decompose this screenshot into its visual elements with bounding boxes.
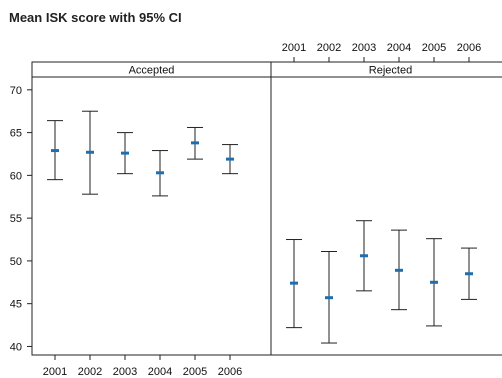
y-tick-label: 50 — [10, 256, 22, 268]
x-tick-label-top: 2001 — [282, 42, 306, 54]
x-tick-label-top: 2004 — [387, 42, 411, 54]
x-tick-label-bottom: 2003 — [113, 366, 137, 378]
y-tick-label: 45 — [10, 299, 22, 311]
chart-title: Mean ISK score with 95% CI — [9, 10, 182, 25]
x-tick-label-top: 2003 — [352, 42, 376, 54]
panel-label-accepted: Accepted — [129, 65, 175, 77]
x-tick-label-bottom: 2006 — [218, 366, 242, 378]
y-tick-label: 70 — [10, 85, 22, 97]
panel-frame-accepted — [31, 61, 272, 356]
panel-label-rejected: Rejected — [369, 65, 412, 77]
panel-frame-rejected — [270, 61, 502, 356]
y-tick-label: 40 — [10, 341, 22, 353]
x-tick-label-bottom: 2002 — [78, 366, 102, 378]
x-tick-label-bottom: 2005 — [183, 366, 207, 378]
x-tick-label-top: 2005 — [422, 42, 446, 54]
y-tick-label: 65 — [10, 128, 22, 140]
y-tick-label: 55 — [10, 213, 22, 225]
x-tick-label-bottom: 2004 — [148, 366, 172, 378]
x-tick-label-top: 2006 — [457, 42, 481, 54]
y-tick-label: 60 — [10, 170, 22, 182]
x-tick-label-top: 2002 — [317, 42, 341, 54]
x-tick-label-bottom: 2001 — [43, 366, 67, 378]
